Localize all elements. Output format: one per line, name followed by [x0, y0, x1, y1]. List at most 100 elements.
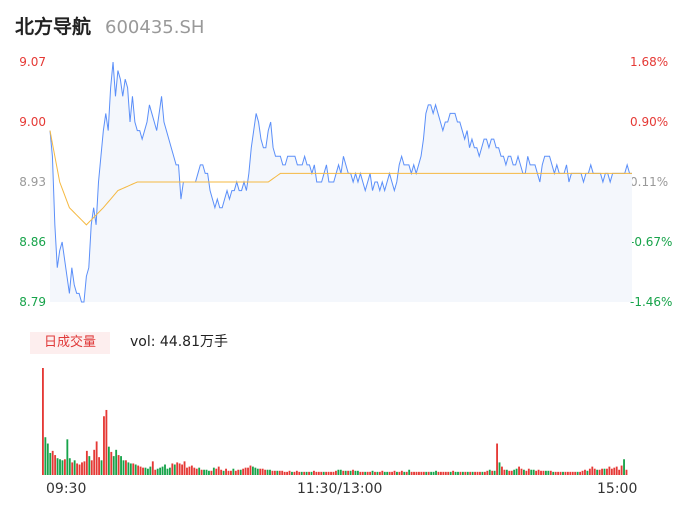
volume-bar: [93, 449, 96, 475]
volume-bar: [73, 460, 76, 475]
volume-bar: [173, 464, 176, 475]
volume-bar: [154, 469, 157, 475]
volume-bar: [547, 470, 550, 475]
volume-bar: [347, 470, 350, 475]
volume-bar: [623, 459, 625, 475]
volume-bar: [107, 446, 110, 475]
volume-bar: [491, 470, 494, 475]
volume-bar: [483, 471, 486, 475]
volume-bar: [510, 470, 513, 475]
volume-bar: [120, 456, 122, 475]
volume-bar: [78, 464, 81, 475]
volume-bar: [46, 443, 49, 475]
volume-bar: [320, 471, 323, 475]
volume-bar: [544, 470, 547, 475]
volume-bar: [217, 466, 220, 475]
volume-bar: [305, 471, 308, 475]
volume-bar: [606, 468, 608, 475]
volume-bar: [481, 471, 484, 475]
volume-bar: [391, 471, 393, 475]
volume-bar: [56, 458, 59, 475]
volume-bar: [156, 468, 159, 475]
volume-bar: [313, 470, 315, 475]
x-tick-label: 11:30/13:00: [297, 481, 383, 497]
volume-bar: [298, 471, 301, 475]
price-area-fill: [50, 62, 632, 302]
volume-bar: [591, 466, 594, 475]
volume-bar: [376, 471, 379, 475]
volume-bar: [232, 468, 235, 475]
volume-bar: [171, 463, 174, 475]
volume-bar: [129, 463, 132, 475]
price-panel: [49, 61, 632, 303]
volume-bar: [90, 460, 93, 475]
volume-bar: [586, 470, 589, 475]
volume-bar: [515, 468, 518, 475]
volume-bar: [115, 449, 118, 475]
volume-bar: [112, 456, 115, 475]
volume-bar: [288, 470, 291, 475]
volume-bar: [293, 471, 296, 475]
volume-bar: [584, 469, 586, 475]
volume-bar: [452, 470, 455, 475]
volume-bar: [215, 468, 218, 475]
volume-bar: [159, 467, 162, 475]
volume-bar: [454, 471, 457, 475]
volume-bar: [474, 471, 477, 475]
volume-bar: [76, 463, 79, 475]
volume-bar: [81, 462, 83, 475]
volume-bar: [579, 471, 582, 475]
volume-bar: [339, 469, 342, 475]
volume-bar: [437, 471, 440, 475]
volume-bar: [151, 461, 154, 475]
volume-bar: [134, 464, 137, 475]
volume-bar: [618, 469, 621, 475]
volume-bar: [564, 471, 567, 475]
volume-bar: [303, 471, 306, 475]
volume-bar: [386, 471, 389, 475]
volume-bar: [105, 409, 108, 475]
volume-bar: [95, 441, 98, 475]
volume-bar: [137, 465, 140, 475]
volume-bar: [261, 468, 264, 475]
volume-bar: [44, 437, 47, 475]
volume-bar: [85, 450, 88, 475]
volume-bar: [364, 471, 367, 475]
volume-bar: [610, 468, 613, 475]
volume-bar: [378, 471, 381, 475]
volume-bar: [132, 463, 135, 475]
volume-bar: [42, 368, 44, 475]
volume-bar: [183, 461, 186, 475]
volume-tab[interactable]: 日成交量: [30, 332, 110, 354]
volume-bar: [400, 470, 403, 475]
volume-readout: vol: 44.81万手: [130, 334, 228, 350]
volume-bar: [271, 470, 274, 475]
volume-bar: [349, 470, 352, 475]
volume-bar: [325, 471, 328, 475]
volume-bar: [505, 469, 508, 475]
volume-bar: [408, 469, 411, 475]
volume-bar: [398, 471, 401, 475]
volume-bar: [186, 467, 188, 475]
volume-bar: [508, 470, 511, 475]
volume-bar: [418, 471, 420, 475]
volume-bar: [432, 471, 435, 475]
volume-bar: [476, 471, 479, 475]
volume-bar: [576, 471, 579, 475]
volume-bar: [447, 471, 450, 475]
volume-bar: [615, 466, 618, 475]
volume-bar: [230, 470, 232, 475]
volume-bar: [425, 471, 428, 475]
volume-bar: [393, 470, 396, 475]
volume-bar: [366, 471, 369, 475]
stock-code: 600435.SH: [105, 17, 205, 38]
volume-bar: [574, 471, 577, 475]
volume-bar: [479, 471, 481, 475]
volume-bar: [413, 471, 415, 475]
volume-bar: [449, 471, 452, 475]
volume-bar: [251, 466, 254, 475]
volume-bar: [566, 471, 569, 475]
volume-bar: [193, 467, 196, 475]
volume-bar: [317, 471, 320, 475]
volume-bar: [310, 471, 313, 475]
